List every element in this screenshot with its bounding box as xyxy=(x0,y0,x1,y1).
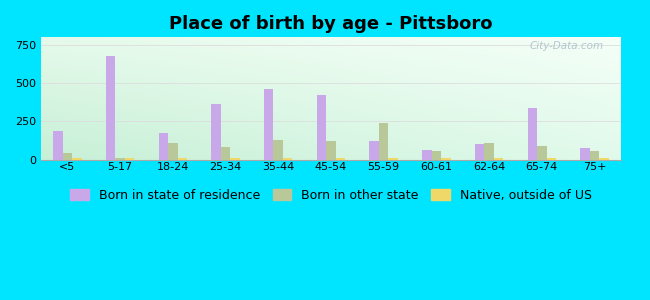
Bar xyxy=(283,158,292,160)
Bar xyxy=(125,158,135,160)
Bar xyxy=(389,158,398,160)
Text: City-Data.com: City-Data.com xyxy=(529,41,604,51)
Bar xyxy=(53,131,62,160)
Bar xyxy=(590,151,599,160)
Bar xyxy=(230,158,240,160)
Bar xyxy=(317,95,326,160)
Bar xyxy=(159,133,168,160)
Bar xyxy=(494,158,503,160)
Bar xyxy=(264,89,274,160)
Bar xyxy=(115,158,125,160)
Bar xyxy=(475,144,484,160)
Bar xyxy=(441,158,450,160)
Title: Place of birth by age - Pittsboro: Place of birth by age - Pittsboro xyxy=(169,15,493,33)
Bar xyxy=(62,153,72,160)
Bar xyxy=(211,104,221,160)
Bar xyxy=(580,148,590,160)
Legend: Born in state of residence, Born in other state, Native, outside of US: Born in state of residence, Born in othe… xyxy=(65,184,597,207)
Bar xyxy=(379,123,389,160)
Bar xyxy=(484,143,494,160)
Bar xyxy=(168,143,177,160)
Bar xyxy=(326,141,335,160)
Bar xyxy=(72,158,82,160)
Bar xyxy=(106,56,115,160)
Bar xyxy=(547,158,556,160)
Bar xyxy=(422,150,432,160)
Bar xyxy=(528,108,537,160)
Bar xyxy=(537,146,547,160)
Bar xyxy=(432,151,441,160)
Bar xyxy=(369,141,379,160)
Bar xyxy=(335,158,345,160)
Bar xyxy=(177,158,187,160)
Bar xyxy=(599,158,609,160)
Bar xyxy=(274,140,283,160)
Bar xyxy=(221,147,230,160)
